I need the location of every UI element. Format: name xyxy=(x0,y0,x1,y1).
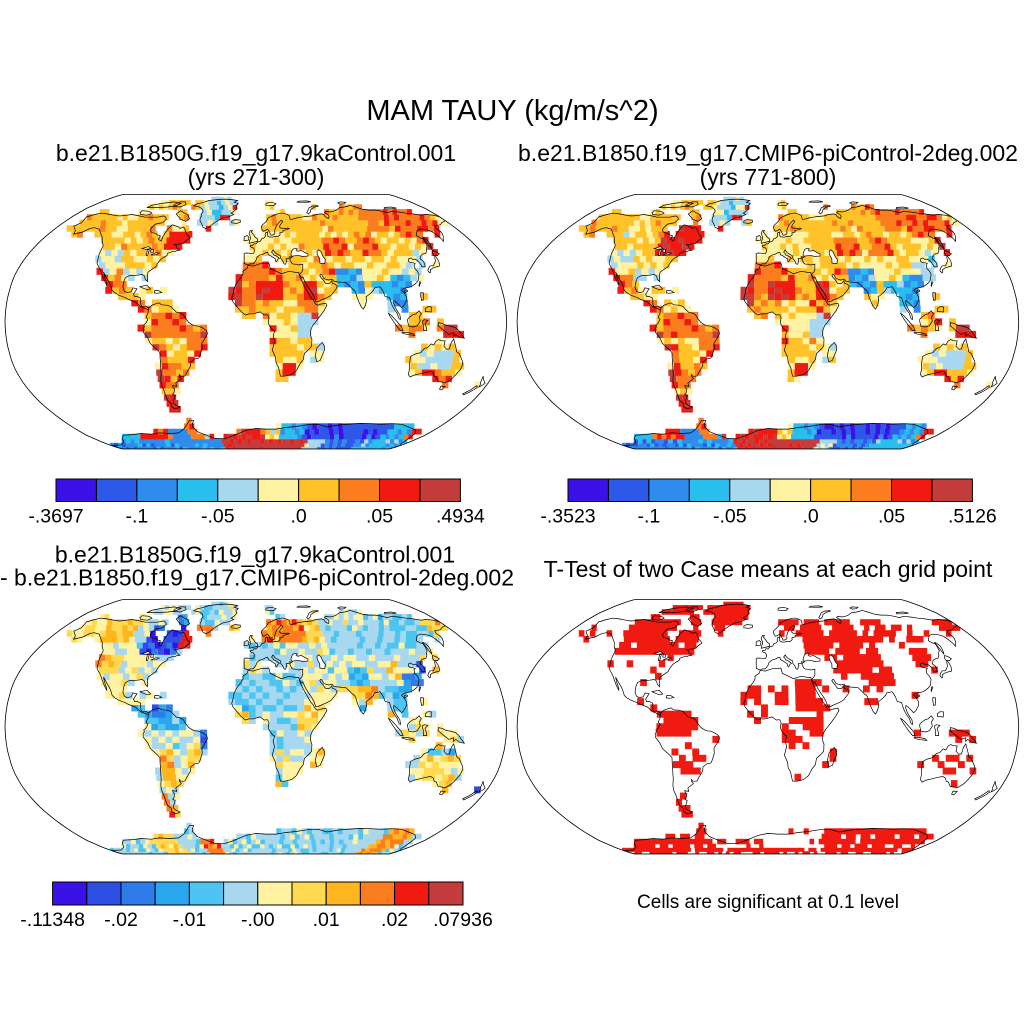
svg-text:.02: .02 xyxy=(381,909,408,931)
svg-text:-.3523: -.3523 xyxy=(540,506,595,528)
svg-text:.07936: .07936 xyxy=(433,909,493,931)
svg-text:-.3697: -.3697 xyxy=(28,506,83,528)
svg-text:.0: .0 xyxy=(290,506,306,528)
svg-text:b.e21.B1850.f19_g17.CMIP6-piCo: b.e21.B1850.f19_g17.CMIP6-piControl-2deg… xyxy=(518,140,1018,166)
svg-text:-.1: -.1 xyxy=(638,506,661,528)
svg-text:.01: .01 xyxy=(313,909,340,931)
svg-text:-.11348: -.11348 xyxy=(20,909,85,931)
svg-text:-.00: -.00 xyxy=(241,909,275,931)
svg-text:-.1: -.1 xyxy=(126,506,149,528)
svg-text:.5126: .5126 xyxy=(948,506,997,528)
svg-text:T-Test of two Case means at ea: T-Test of two Case means at each grid po… xyxy=(544,556,993,582)
svg-text:b.e21.B1850G.f19_g17.9kaContro: b.e21.B1850G.f19_g17.9kaControl.001 xyxy=(55,542,455,568)
svg-text:b.e21.B1850G.f19_g17.9kaContro: b.e21.B1850G.f19_g17.9kaControl.001 xyxy=(56,140,456,166)
svg-text:-.01: -.01 xyxy=(173,909,207,931)
svg-text:(yrs 771-800): (yrs 771-800) xyxy=(700,164,837,190)
svg-text:.4934: .4934 xyxy=(436,506,485,528)
svg-text:-.05: -.05 xyxy=(713,506,747,528)
svg-text:-.02: -.02 xyxy=(104,909,138,931)
svg-text:MAM TAUY (kg/m/s^2): MAM TAUY (kg/m/s^2) xyxy=(366,95,658,127)
svg-text:.0: .0 xyxy=(802,506,818,528)
svg-text:(yrs 271-300): (yrs 271-300) xyxy=(188,164,325,190)
svg-text:Cells are significant at 0.1 l: Cells are significant at 0.1 level xyxy=(637,892,899,913)
svg-text:.05: .05 xyxy=(366,506,393,528)
svg-text:-.05: -.05 xyxy=(201,506,235,528)
svg-text:- b.e21.B1850.f19_g17.CMIP6-pi: - b.e21.B1850.f19_g17.CMIP6-piControl-2d… xyxy=(0,565,514,591)
svg-text:.05: .05 xyxy=(878,506,905,528)
